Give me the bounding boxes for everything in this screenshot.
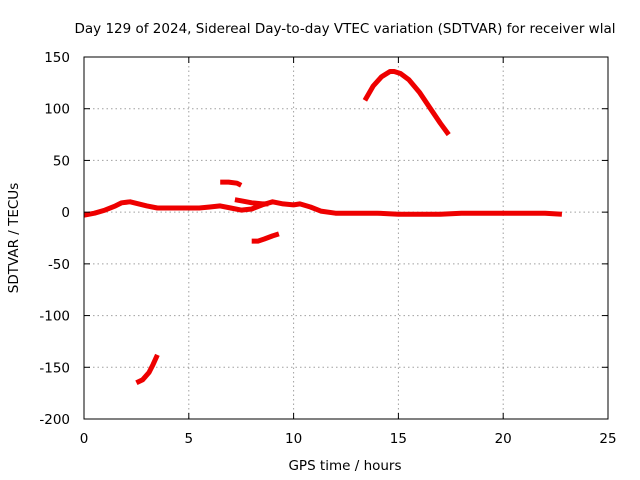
x-tick-label: 25 xyxy=(599,431,616,447)
y-tick-label: -100 xyxy=(39,309,70,325)
y-tick-label: 150 xyxy=(44,50,70,66)
y-tick-label: -50 xyxy=(48,257,70,273)
plot-frame xyxy=(83,56,609,420)
series-short-negative xyxy=(251,231,280,244)
y-tick-label: 50 xyxy=(53,153,70,169)
series-upper-arc xyxy=(362,69,451,137)
chart-title: Day 129 of 2024, Sidereal Day-to-day VTE… xyxy=(75,21,616,37)
x-tick-label: 20 xyxy=(495,431,512,447)
y-tick-label: 0 xyxy=(61,205,70,221)
series-short-positive xyxy=(220,179,243,188)
x-tick-label: 10 xyxy=(285,431,302,447)
plot-series xyxy=(83,69,563,386)
x-tick-label: 0 xyxy=(80,431,89,447)
y-tick-label: -150 xyxy=(39,360,70,376)
axis-ticks xyxy=(83,56,609,420)
y-tick-label: -200 xyxy=(39,412,70,428)
series-short-mid xyxy=(234,197,269,207)
series-low-arc xyxy=(135,353,160,386)
y-axis-label: SDTVAR / TECUs xyxy=(6,183,22,293)
y-tick-label: 100 xyxy=(44,102,70,118)
x-axis-label: GPS time / hours xyxy=(288,458,401,474)
y-tick-labels: -200 -150 -100 -50 0 50 100 150 xyxy=(39,50,70,428)
x-tick-label: 5 xyxy=(185,431,194,447)
x-tick-labels: 0 5 10 15 20 25 xyxy=(80,431,617,447)
grid xyxy=(84,57,608,419)
x-tick-label: 15 xyxy=(390,431,407,447)
series-main xyxy=(83,199,563,218)
